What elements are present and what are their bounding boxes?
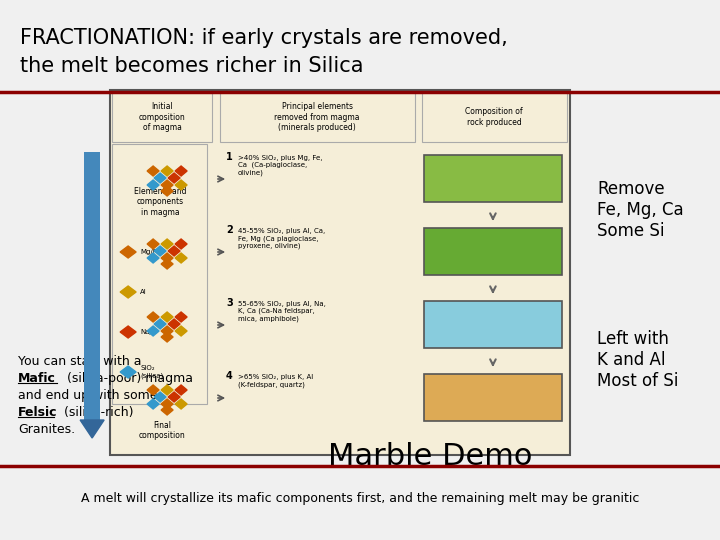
Polygon shape (120, 326, 136, 338)
Polygon shape (147, 399, 159, 409)
Text: Elements and
components
in magma: Elements and components in magma (134, 187, 186, 217)
Text: You can start with a: You can start with a (18, 355, 142, 368)
Bar (424, 155, 562, 202)
Text: Mg/Fe: Mg/Fe (140, 249, 161, 255)
Text: Ultramafic: Ultramafic (467, 174, 518, 184)
Polygon shape (120, 246, 136, 258)
Bar (424, 374, 562, 421)
Bar (112, 92, 212, 142)
Polygon shape (175, 326, 187, 336)
Polygon shape (147, 385, 159, 395)
Polygon shape (161, 332, 173, 342)
Text: Intermediate: Intermediate (462, 320, 524, 330)
Text: Al: Al (140, 289, 147, 295)
Polygon shape (175, 385, 187, 395)
Polygon shape (120, 286, 136, 298)
Polygon shape (168, 392, 180, 402)
Polygon shape (175, 253, 187, 263)
Bar (424, 228, 562, 275)
Polygon shape (161, 399, 173, 409)
Text: 55-65% SiO₂, plus Al, Na,
K, Ca (Ca-Na feldspar,
mica, amphibole): 55-65% SiO₂, plus Al, Na, K, Ca (Ca-Na f… (238, 301, 326, 322)
Text: SiO₂
(silica): SiO₂ (silica) (140, 365, 163, 379)
Polygon shape (161, 166, 173, 176)
Text: (silica-rich): (silica-rich) (60, 406, 134, 419)
Polygon shape (147, 166, 159, 176)
Text: Final
composition: Final composition (139, 421, 186, 440)
Text: 1: 1 (226, 152, 233, 162)
Bar (422, 92, 567, 142)
Text: FRACTIONATION: if early crystals are removed,: FRACTIONATION: if early crystals are rem… (20, 28, 508, 48)
Text: (silica-poor) magma: (silica-poor) magma (63, 372, 193, 385)
Polygon shape (161, 405, 173, 415)
Polygon shape (161, 259, 173, 269)
Text: and end up with some: and end up with some (18, 389, 158, 402)
Text: 2: 2 (226, 225, 233, 235)
Polygon shape (120, 366, 136, 378)
Polygon shape (147, 239, 159, 249)
Polygon shape (161, 312, 173, 322)
Text: Initial
composition
of magma: Initial composition of magma (139, 102, 186, 132)
Text: 45-55% SiO₂, plus Al, Ca,
Fe, Mg (Ca plagioclase,
pyroxene, olivine): 45-55% SiO₂, plus Al, Ca, Fe, Mg (Ca pla… (238, 228, 325, 249)
Polygon shape (147, 253, 159, 263)
Text: Granites.: Granites. (18, 423, 76, 436)
Polygon shape (154, 392, 166, 402)
Polygon shape (161, 385, 173, 395)
Polygon shape (161, 326, 173, 336)
Bar (424, 301, 562, 348)
Text: >40% SiO₂, plus Mg, Fe,
Ca  (Ca-plagioclase,
olivine): >40% SiO₂, plus Mg, Fe, Ca (Ca-plagiocla… (238, 155, 323, 176)
Text: Marble Demo: Marble Demo (328, 442, 532, 471)
Text: Remove
Fe, Mg, Ca
Some Si: Remove Fe, Mg, Ca Some Si (597, 180, 683, 240)
Polygon shape (147, 180, 159, 190)
Polygon shape (147, 326, 159, 336)
Polygon shape (175, 180, 187, 190)
Polygon shape (154, 173, 166, 183)
Text: Composition of
rock produced: Composition of rock produced (465, 107, 523, 127)
Polygon shape (175, 166, 187, 176)
Polygon shape (147, 312, 159, 322)
Bar (84, 152, 100, 420)
Text: A melt will crystallize its mafic components first, and the remaining melt may b: A melt will crystallize its mafic compon… (81, 492, 639, 505)
Text: Felsic: Felsic (18, 406, 58, 419)
Polygon shape (161, 180, 173, 190)
Polygon shape (161, 239, 173, 249)
Text: 4: 4 (226, 371, 233, 381)
Bar (112, 144, 207, 404)
Polygon shape (154, 319, 166, 329)
Text: Left with
K and Al
Most of Si: Left with K and Al Most of Si (597, 330, 678, 389)
Text: Principal elements
removed from magma
(minerals produced): Principal elements removed from magma (m… (274, 102, 360, 132)
Text: Mafic: Mafic (18, 372, 56, 385)
Bar (110, 90, 570, 455)
Polygon shape (175, 399, 187, 409)
Polygon shape (161, 186, 173, 196)
Polygon shape (154, 246, 166, 256)
Text: Felsic: Felsic (480, 393, 506, 403)
Text: Na/K: Na/K (140, 329, 156, 335)
Polygon shape (168, 246, 180, 256)
Polygon shape (175, 312, 187, 322)
Polygon shape (168, 173, 180, 183)
Polygon shape (80, 420, 104, 438)
Text: Mafic: Mafic (480, 247, 506, 257)
Polygon shape (175, 239, 187, 249)
Polygon shape (168, 319, 180, 329)
Polygon shape (161, 253, 173, 263)
Text: 3: 3 (226, 298, 233, 308)
Bar (220, 92, 415, 142)
Text: >65% SiO₂, plus K, Al
(K-feldspar, quartz): >65% SiO₂, plus K, Al (K-feldspar, quart… (238, 374, 313, 388)
Text: the melt becomes richer in Silica: the melt becomes richer in Silica (20, 56, 364, 76)
